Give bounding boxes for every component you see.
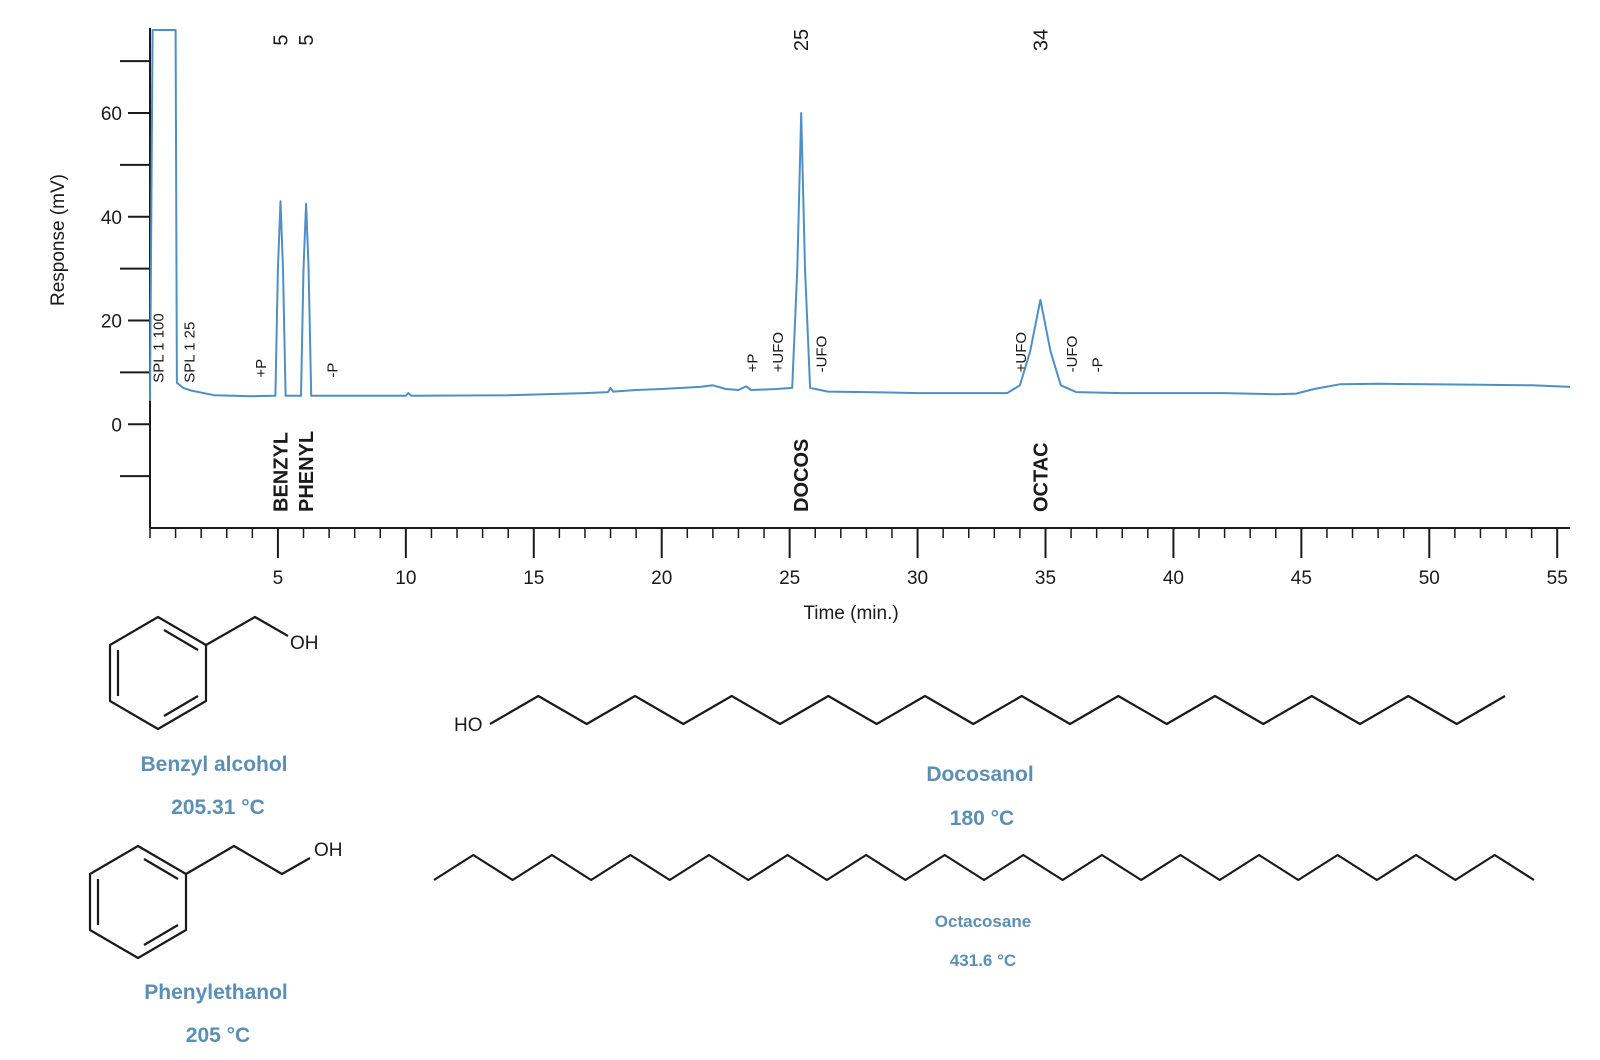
oh-label: OH — [290, 633, 319, 654]
x-tick-label: 20 — [651, 568, 672, 589]
benzyl-alcohol-bp: 205.31 °C — [171, 796, 265, 819]
event-label: SPL 1 25 — [181, 322, 198, 383]
x-tick-label: 15 — [523, 568, 544, 589]
x-tick-label: 35 — [1035, 568, 1056, 589]
ch2oh-chain — [205, 615, 289, 646]
event-label: -UFO — [1064, 336, 1081, 373]
peak-name-label: BENZYL — [271, 432, 293, 512]
y-axis-title: Response (mV) — [48, 174, 69, 306]
benzene-ring — [88, 844, 188, 960]
peak-top-label: 25 — [791, 29, 813, 51]
benzyl-alcohol-name: Benzyl alcohol — [140, 753, 287, 776]
peak-top-label: 5 — [296, 34, 318, 45]
benzene-ring — [108, 615, 208, 731]
y-tick-label: 20 — [101, 312, 122, 333]
x-axis-ticks: 5 10 15 20 25 30 35 40 45 50 55 — [149, 528, 1568, 589]
docosanol-bp: 180 °C — [950, 807, 1014, 830]
peak-top-label: 34 — [1030, 29, 1052, 51]
x-tick-label: 25 — [779, 568, 800, 589]
octacosane-bp: 431.6 °C — [950, 951, 1016, 970]
octacosane-chain — [433, 853, 1535, 882]
event-label: +P — [744, 354, 761, 373]
y-tick-label: 60 — [101, 104, 122, 125]
x-tick-label: 50 — [1419, 568, 1440, 589]
event-label: -P — [325, 363, 342, 378]
event-label: -P — [1090, 357, 1107, 372]
peak-name-label: OCTAC — [1030, 442, 1052, 512]
oh-label: OH — [314, 840, 343, 861]
octacosane-name: Octacosane — [935, 912, 1031, 931]
phenylethanol-bp: 205 °C — [186, 1024, 250, 1047]
x-tick-label: 10 — [395, 568, 416, 589]
phenylethanol-name: Phenylethanol — [144, 981, 288, 1004]
event-label: -UFO — [813, 336, 830, 373]
event-label: SPL 1 100 — [151, 313, 168, 383]
event-label: +UFO — [770, 332, 787, 372]
y-tick-label: 0 — [111, 415, 122, 436]
x-tick-label: 5 — [273, 568, 284, 589]
ring-double-bond — [143, 858, 179, 880]
peak-top-label: 5 — [271, 34, 293, 45]
docosanol-chain — [489, 694, 1506, 726]
ring-double-bond — [143, 924, 179, 946]
event-label: +UFO — [1013, 332, 1030, 372]
x-axis-title: Time (min.) — [803, 603, 898, 624]
ring-double-bond — [163, 695, 199, 717]
x-tick-label: 55 — [1547, 568, 1568, 589]
phenylethanol-structure: OH — [88, 840, 343, 960]
ethanol-chain — [185, 844, 311, 876]
event-label: +P — [253, 359, 270, 378]
docosanol-name: Docosanol — [926, 763, 1033, 786]
chromatogram-trace — [149, 29, 1571, 401]
peak-name-label: PHENYL — [296, 431, 318, 512]
x-tick-label: 40 — [1163, 568, 1184, 589]
x-tick-label: 30 — [907, 568, 928, 589]
ho-label: HO — [454, 715, 483, 736]
benzyl-alcohol-structure: OH — [108, 615, 319, 731]
ring-double-bond — [163, 629, 199, 651]
y-axis-ticks: 0 20 40 60 — [101, 60, 150, 478]
x-tick-label: 45 — [1291, 568, 1312, 589]
peak-labels: BENZYL PHENYL DOCOS OCTAC 5 5 25 34 SPL 1 100 SPL… — [151, 29, 1107, 512]
y-tick-label: 40 — [101, 208, 122, 229]
peak-name-label: DOCOS — [791, 439, 813, 512]
